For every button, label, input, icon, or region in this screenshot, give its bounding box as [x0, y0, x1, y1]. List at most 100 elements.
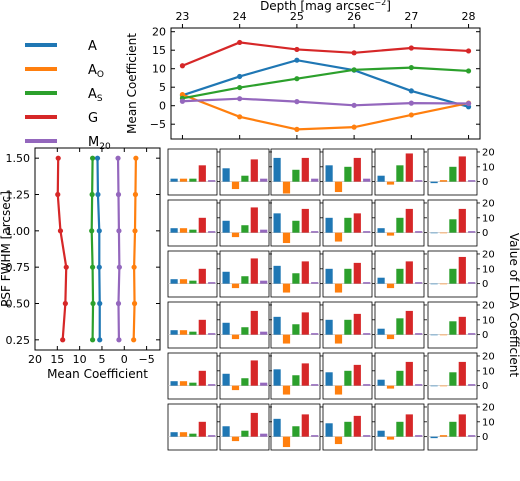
- lda-cell: [219, 199, 272, 247]
- lda-cell: [167, 301, 220, 349]
- lda-bar-M20: [363, 231, 371, 233]
- lda-bar-G: [250, 258, 258, 284]
- lda-bar-M20: [208, 282, 216, 284]
- lda-bar-AO: [439, 385, 448, 387]
- lda-bar-A: [430, 181, 438, 184]
- lda-bar-A: [377, 430, 385, 437]
- lda-bar-A: [222, 322, 230, 335]
- psf-ytick-label: 1.00: [6, 225, 31, 238]
- psf-point-A: [97, 337, 103, 343]
- lda-ytick-label: 20: [482, 249, 495, 260]
- psf-point-G: [62, 300, 68, 307]
- lda-bar-G: [458, 156, 466, 182]
- lda-bar-G: [405, 414, 413, 437]
- lda-bar-G: [301, 312, 309, 335]
- lda-bar-M20: [415, 435, 423, 437]
- lda-cell: [219, 352, 272, 400]
- lda-cell: [322, 352, 375, 400]
- depth-xtick-label: 24: [233, 10, 247, 23]
- lda-bar-M20: [260, 280, 268, 284]
- lda-cell: 20 10 0: [427, 198, 495, 247]
- psf-point-M20: [115, 191, 122, 198]
- lda-cell-frame: [427, 403, 478, 451]
- lda-bar-M20: [311, 282, 319, 284]
- psf-xtick-label: −5: [138, 353, 154, 366]
- depth-point-G: [237, 39, 243, 46]
- lda-ytick-label: 20: [482, 147, 495, 158]
- lda-ylabel: Value of LDA Coefficient: [507, 233, 520, 378]
- depth-ytick-label: −5: [150, 118, 166, 131]
- lda-bar-A: [170, 178, 178, 182]
- depth-ytick-label: 15: [152, 44, 166, 57]
- lda-cell-frame: [427, 148, 478, 196]
- lda-cell: [374, 352, 427, 400]
- lda-bar-AS: [189, 229, 197, 233]
- lda-bar-A: [325, 372, 333, 386]
- lda-ytick-label: 0: [482, 432, 488, 443]
- psf-point-G: [55, 155, 61, 161]
- lda-bar-A: [377, 277, 385, 284]
- lda-bar-AO: [179, 279, 188, 284]
- lda-bar-AO: [334, 436, 343, 445]
- lda-cell: [167, 199, 220, 247]
- lda-bar-G: [353, 415, 361, 437]
- lda-bar-M20: [468, 333, 476, 335]
- depth-xtick-label: 28: [462, 10, 476, 23]
- lda-cell: [219, 148, 272, 196]
- lda-bar-A: [273, 213, 281, 233]
- depth-point-AO: [351, 124, 357, 130]
- lda-bar-AS: [344, 319, 352, 335]
- lda-cell: [270, 148, 323, 196]
- depth-xtick-label: 26: [347, 10, 361, 23]
- lda-bar-A: [222, 426, 230, 437]
- psf-point-G: [57, 228, 64, 234]
- lda-bar-M20: [415, 384, 423, 386]
- lda-bar-A: [273, 418, 281, 437]
- lda-bar-G: [250, 159, 258, 182]
- lda-bar-A: [377, 379, 385, 386]
- lda-bar-M20: [468, 282, 476, 284]
- lda-cell: [167, 352, 220, 400]
- lda-ytick-label: 20: [482, 198, 495, 209]
- lda-bar-M20: [468, 231, 476, 233]
- lda-bar-G: [198, 165, 206, 182]
- lda-ytick-label: 0: [482, 279, 488, 290]
- psf-series-AS: [90, 158, 95, 340]
- lda-bar-M20: [260, 178, 268, 182]
- lda-bar-M20: [415, 231, 423, 233]
- lda-bar-A: [222, 271, 230, 284]
- depth-point-AO: [179, 92, 186, 98]
- lda-bar-AS: [396, 318, 404, 335]
- lda-bar-AS: [449, 321, 457, 335]
- lda-bar-M20: [311, 333, 319, 335]
- lda-bar-A: [430, 334, 438, 336]
- lda-bar-AO: [231, 232, 240, 238]
- lda-cell: [322, 301, 375, 349]
- lda-bar-G: [301, 157, 309, 182]
- lda-bar-G: [353, 364, 361, 386]
- lda-ytick-label: 10: [482, 264, 495, 275]
- lda-bar-A: [430, 283, 438, 285]
- lda-cell-frame: [374, 352, 425, 400]
- lda-bar-M20: [468, 180, 476, 182]
- lda-cell-frame: [427, 250, 478, 298]
- lda-bar-M20: [260, 433, 268, 437]
- lda-bar-AO: [282, 232, 291, 244]
- lda-bar-G: [405, 261, 413, 284]
- lda-bar-AS: [449, 166, 457, 182]
- lda-cell-frame: [219, 352, 270, 400]
- lda-bar-G: [250, 310, 258, 335]
- psf-xtick-label: 15: [50, 353, 64, 366]
- lda-cell: 20 10 0: [427, 351, 495, 400]
- lda-bar-G: [458, 208, 466, 233]
- lda-bar-G: [301, 208, 309, 233]
- lda-bar-G: [301, 261, 309, 284]
- psf-ytick-label: 1.50: [6, 152, 31, 165]
- lda-ytick-label: 20: [482, 351, 495, 362]
- psf-point-A: [94, 155, 101, 161]
- lda-bar-AS: [241, 327, 249, 335]
- lda-bar-AS: [344, 217, 352, 233]
- lda-bar-AS: [292, 324, 300, 335]
- lda-bar-G: [198, 421, 206, 437]
- lda-bar-G: [353, 313, 361, 335]
